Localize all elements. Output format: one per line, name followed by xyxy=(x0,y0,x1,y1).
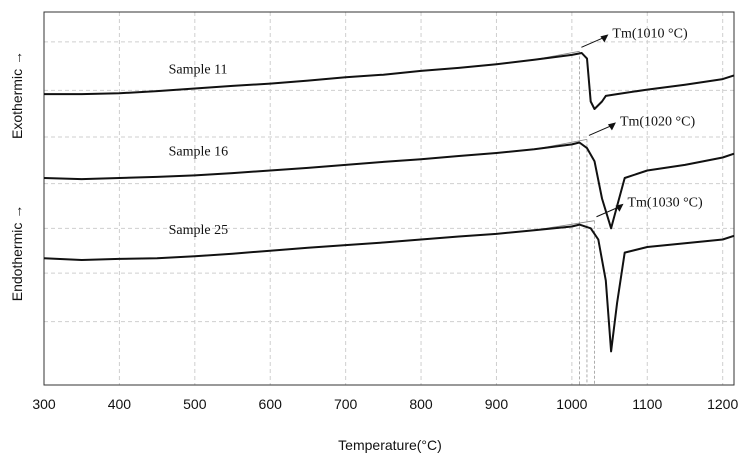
onset-arrowhead-3 xyxy=(615,203,624,212)
x-tick-label: 1200 xyxy=(707,396,738,412)
series-line-3 xyxy=(43,223,735,353)
plot-frame xyxy=(43,11,735,386)
x-tick-label: 600 xyxy=(259,396,283,412)
x-tick-label: 1100 xyxy=(632,396,662,412)
series-line-2 xyxy=(43,141,735,230)
onset-label-3: Tm(1030 °C) xyxy=(627,196,703,211)
x-tick-label: 800 xyxy=(409,396,433,412)
onset-arrow-1 xyxy=(581,36,605,48)
x-tick-label: 400 xyxy=(108,396,132,412)
series-labels: Sample 11 Sample 16 Sample 25 xyxy=(169,63,229,238)
onset-lines xyxy=(534,50,595,385)
x-tick-labels: 300 400 500 600 700 800 900 1000 1100 1200 xyxy=(32,396,738,412)
y-axis-label-endothermic: Endothermic → xyxy=(9,205,25,301)
x-tick-label: 500 xyxy=(183,396,207,412)
curves xyxy=(43,52,735,353)
series-label-3: Sample 25 xyxy=(169,223,229,238)
x-tick-label: 900 xyxy=(485,396,509,412)
onset-annotations: Tm(1010 °C) Tm(1020 °C) Tm(1030 °C) xyxy=(581,26,703,218)
onset-label-2: Tm(1020 °C) xyxy=(620,114,696,129)
onset-arrow-2 xyxy=(588,124,613,136)
grid-lines xyxy=(44,12,734,385)
y-axis-label-exothermic: Exothermic → xyxy=(9,51,25,139)
onset-arrowhead-2 xyxy=(607,122,616,131)
x-axis-title: Temperature(°C) xyxy=(338,437,442,453)
onset-arrowhead-1 xyxy=(600,34,609,43)
x-tick-label: 700 xyxy=(334,396,358,412)
onset-label-1: Tm(1010 °C) xyxy=(612,26,688,41)
onset-arrow-3 xyxy=(596,206,620,218)
series-line-1 xyxy=(44,52,735,110)
series-label-2: Sample 16 xyxy=(169,145,229,160)
series-label-1: Sample 11 xyxy=(169,63,228,78)
x-tick-label: 300 xyxy=(32,396,56,412)
x-tick-label: 1000 xyxy=(556,396,587,412)
